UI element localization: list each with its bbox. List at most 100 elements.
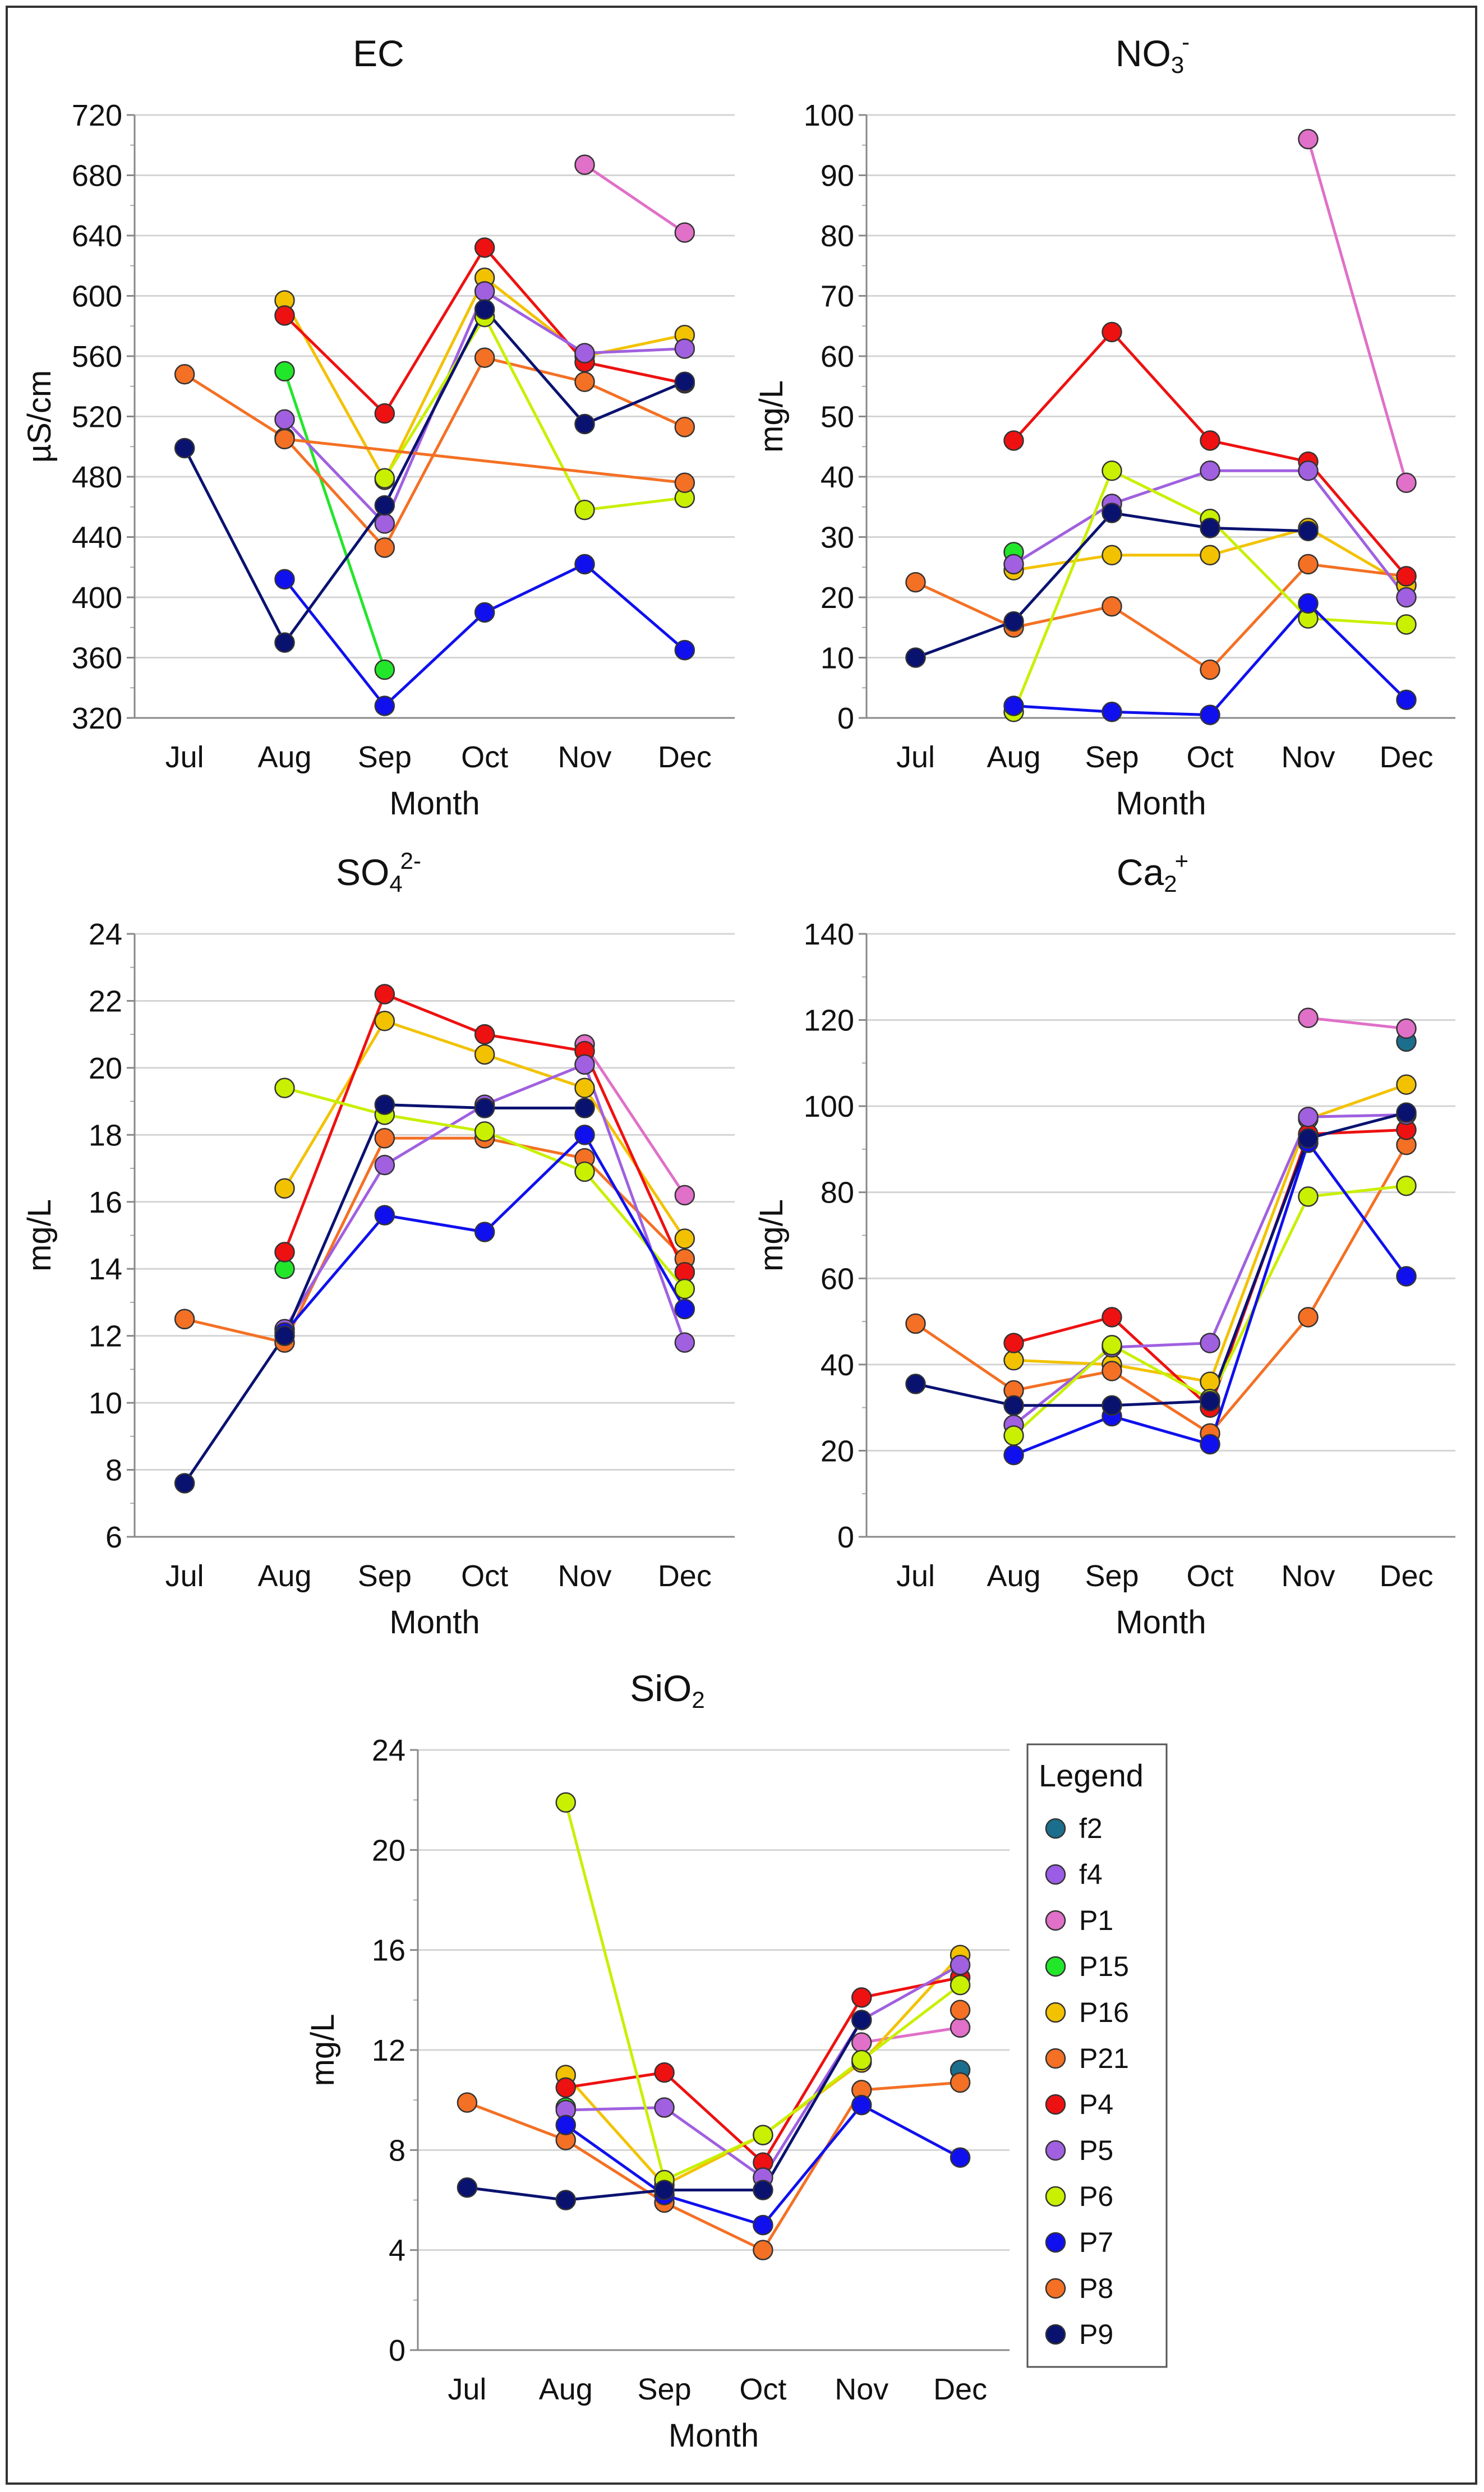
point-P5	[1298, 1107, 1319, 1127]
y-tick-label: 320	[72, 702, 122, 735]
y-tick-label: 20	[372, 1834, 405, 1867]
y-tick-label: 440	[72, 521, 122, 555]
y-tick-label: 0	[837, 702, 854, 735]
point-P1	[674, 1185, 695, 1206]
series-line-P6	[383, 314, 685, 512]
series-line-P8	[284, 437, 685, 485]
y-tick-label: 20	[821, 581, 854, 615]
point-P21	[1200, 659, 1220, 680]
point-P7	[950, 2147, 971, 2168]
point-P21	[753, 2240, 773, 2260]
point-P15	[374, 659, 395, 680]
point-P21	[374, 1128, 395, 1149]
point-P6	[574, 499, 595, 520]
y-axis-label: µS/cm	[21, 370, 58, 463]
y-tick-label: 16	[89, 1186, 122, 1219]
x-tick-label: Sep	[1085, 740, 1139, 774]
point-P1	[1396, 472, 1417, 493]
point-P5	[574, 343, 595, 363]
chart-title: EC	[353, 33, 404, 74]
point-P7	[753, 2214, 773, 2236]
point-P5	[674, 338, 695, 359]
legend-marker	[1045, 2232, 1066, 2253]
chart-title: SO42-	[336, 847, 421, 897]
y-axis-label: mg/L	[753, 1199, 790, 1272]
legend-marker	[1045, 1956, 1066, 1977]
point-P4	[1102, 321, 1122, 343]
legend: Legend f2 f4 P1 P15 P16 P21 P4 P5 P6 P7 P8 P9	[1026, 1743, 1168, 2368]
point-P4	[374, 403, 395, 424]
chart-sio2: 0 4 8 12 16 20 24 Jul Aug Sep Oct Nov Dec Month mg/L Si…	[305, 1668, 1010, 2454]
y-tick-label: 100	[804, 1090, 854, 1123]
series-line-P4	[1012, 330, 1408, 578]
point-P7	[1200, 704, 1220, 725]
y-tick-label: 640	[72, 219, 122, 253]
x-tick-label: Sep	[638, 2373, 692, 2406]
point-P7	[851, 2094, 872, 2116]
series-line-P1	[584, 163, 686, 234]
point-P1	[1298, 1007, 1319, 1028]
point-P6	[1396, 614, 1417, 635]
x-tick-label: Dec	[1379, 740, 1433, 774]
point-P4	[374, 984, 395, 1005]
legend-item-label: P6	[1079, 2181, 1113, 2212]
point-P4	[474, 237, 495, 258]
x-tick-label: Nov	[557, 740, 611, 774]
point-P21	[1298, 554, 1319, 575]
series-line-P7	[283, 562, 686, 708]
point-P1	[1396, 1018, 1417, 1039]
point-P9	[1298, 1128, 1319, 1149]
point-P7	[674, 639, 695, 661]
y-tick-label: 18	[89, 1118, 122, 1152]
point-P5	[654, 2097, 675, 2118]
point-P4	[274, 305, 295, 326]
x-tick-label: Oct	[1186, 740, 1233, 774]
x-axis-label: Month	[1116, 1604, 1206, 1641]
y-axis-label: mg/L	[21, 1199, 58, 1272]
point-P16	[674, 1228, 695, 1249]
point-P8	[274, 429, 295, 450]
point-P6	[574, 1161, 595, 1182]
y-tick-label: 600	[72, 280, 122, 314]
x-tick-label: Sep	[358, 740, 412, 774]
series-line-P9	[915, 511, 1308, 659]
point-P5	[674, 1332, 695, 1353]
legend-item-label: P16	[1079, 1997, 1129, 2028]
point-P5	[1396, 587, 1417, 608]
point-P7	[1396, 689, 1417, 710]
y-tick-label: 24	[89, 918, 122, 951]
point-P7	[674, 1298, 695, 1320]
chart-ec: 320 360 400 440 480 520 560 600 640 680 720 Jul Aug S…	[21, 33, 735, 822]
series-line-P5	[565, 1964, 961, 2180]
point-P7	[1396, 1266, 1417, 1287]
series-line-P15	[283, 371, 386, 670]
point-P9	[574, 1098, 595, 1118]
chart-no3: 0 10 20 30 40 50 60 70 80 90 100 Jul Aug Sep Oct Nov Dec…	[753, 29, 1455, 822]
series-line-P1	[583, 1043, 686, 1196]
point-P7	[1298, 593, 1319, 614]
series-line-P6	[564, 1802, 961, 2182]
series-line-P21	[915, 1144, 1408, 1435]
x-axis-label: Month	[669, 2417, 759, 2454]
point-P4	[1003, 430, 1024, 451]
point-P5	[1200, 1333, 1220, 1353]
point-P7	[474, 1222, 495, 1242]
series-line-P4	[1013, 1128, 1407, 1411]
legend-marker	[1045, 2324, 1066, 2345]
point-P4	[1200, 430, 1220, 451]
y-tick-label: 10	[821, 642, 854, 675]
point-P6	[274, 1077, 295, 1098]
x-tick-label: Sep	[1085, 1559, 1139, 1593]
point-P7	[374, 695, 395, 716]
point-P16	[574, 1077, 595, 1098]
x-tick-label: Oct	[1186, 1559, 1233, 1593]
chart-ca: 0 20 40 60 80 100 120 140 Jul Aug Sep Oct Nov Dec Mont…	[753, 847, 1455, 1641]
point-P9	[905, 647, 926, 668]
point-P7	[1003, 695, 1024, 716]
x-tick-label: Dec	[1379, 1559, 1433, 1593]
point-P9	[457, 2177, 478, 2198]
point-P6	[1396, 1175, 1417, 1196]
y-tick-label: 90	[821, 159, 854, 193]
y-tick-label: 140	[804, 918, 854, 951]
